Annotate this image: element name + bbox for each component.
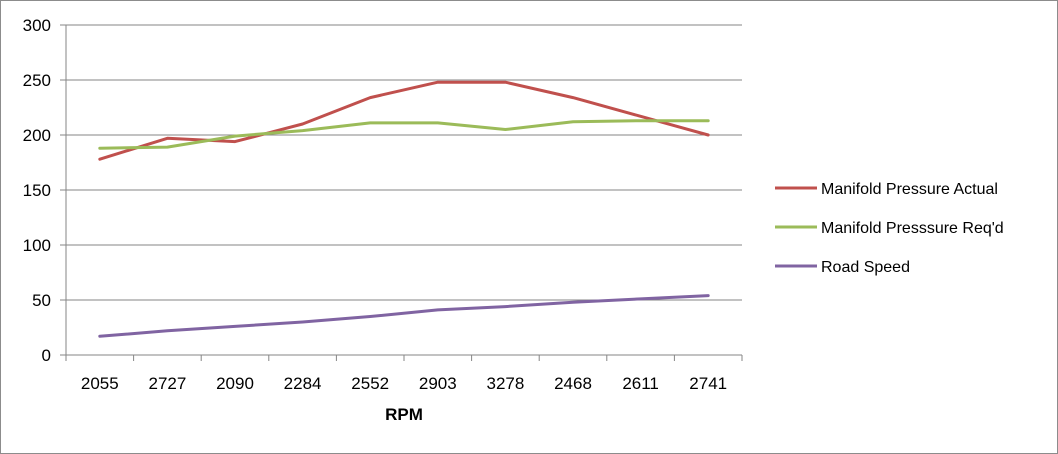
legend-label: Manifold Pressure Actual (821, 181, 998, 198)
y-tick-label: 150 (23, 181, 51, 200)
y-tick-label: 0 (42, 346, 51, 365)
y-axis-ticks: 0 50 100 150 200 250 300 (23, 16, 66, 365)
series-line-2 (98, 294, 710, 338)
x-tick-label: 3278 (486, 374, 524, 393)
y-tick-label: 200 (23, 126, 51, 145)
y-tick-label: 250 (23, 71, 51, 90)
series-line-0 (98, 80, 710, 161)
y-tick-label: 50 (32, 291, 51, 310)
x-tick-label: 2727 (148, 374, 186, 393)
series-line-1 (98, 119, 710, 150)
series-lines (98, 80, 710, 338)
legend-label: Road Speed (821, 259, 910, 276)
x-tick-label: 2741 (689, 374, 727, 393)
y-tick-label: 100 (23, 236, 51, 255)
x-tick-label: 2284 (284, 374, 322, 393)
legend-label: Manifold Presssure Req'd (821, 220, 1004, 237)
gridlines (66, 24, 742, 301)
x-tick-label: 2055 (81, 374, 119, 393)
x-axis-title: RPM (385, 405, 423, 424)
x-tick-label: 2090 (216, 374, 254, 393)
x-tick-label: 2611 (622, 374, 659, 393)
x-tick-label: 2552 (351, 374, 389, 393)
x-tick-label: 2903 (419, 374, 457, 393)
x-tick-label: 2468 (554, 374, 592, 393)
x-axis-ticks: 2055 2727 2090 2284 2552 2903 3278 2468 2611 2741 (65, 355, 743, 393)
y-tick-label: 300 (23, 16, 51, 35)
legend: Manifold Pressure Actual Manifold Presssu… (775, 181, 1004, 276)
